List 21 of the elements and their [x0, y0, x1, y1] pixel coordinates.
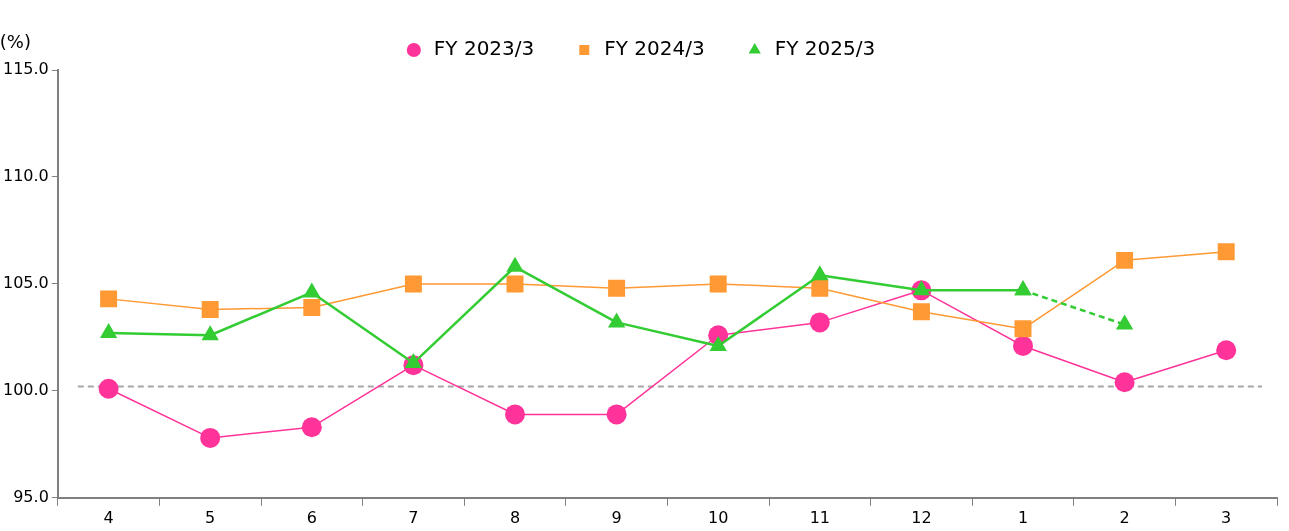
x-tick-label: 5: [205, 507, 216, 527]
y-tick-label: 115.0: [2, 59, 49, 79]
x-tick-label: 4: [103, 507, 114, 527]
x-tick-label: 11: [809, 507, 830, 527]
x-tick-label: 10: [708, 507, 729, 527]
x-tick-label: 3: [1221, 507, 1232, 527]
legend-label: FY 2024/3: [604, 36, 705, 61]
legend-label: FY 2025/3: [774, 36, 876, 61]
y-axis-title: (%): [0, 30, 31, 52]
x-tick-label: 2: [1119, 507, 1130, 527]
x-tick-label: 7: [408, 507, 419, 527]
x-tick-label: 6: [306, 507, 317, 527]
y-tick-label: 105.0: [2, 273, 49, 293]
y-tick-label: 110.0: [2, 166, 49, 186]
x-tick-label: 1: [1017, 507, 1029, 527]
y-tick-label: 100.0: [2, 380, 49, 400]
legend-label: FY 2023/3: [433, 36, 535, 61]
x-tick-label: 8: [509, 507, 521, 527]
x-tick-label: 9: [611, 507, 622, 527]
x-tick-label: 12: [911, 507, 932, 527]
y-tick-label: 95.0: [13, 486, 49, 506]
